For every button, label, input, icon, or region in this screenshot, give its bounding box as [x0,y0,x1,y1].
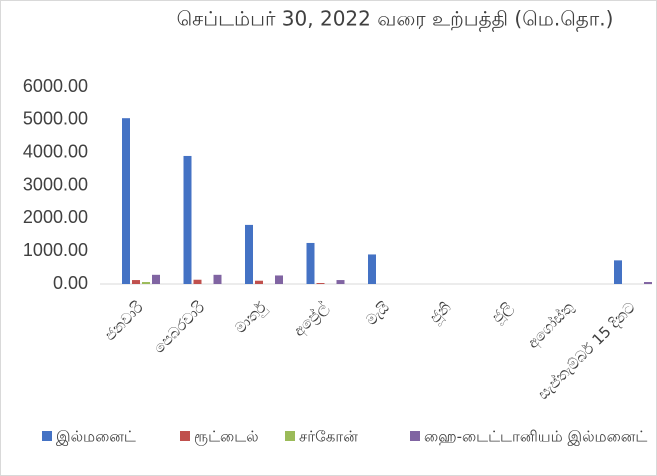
legend-swatch [180,431,190,441]
bar [132,280,140,284]
bar [306,242,315,284]
bar [193,279,202,284]
y-tick-label: 2000.00 [23,207,88,227]
bar [183,155,192,284]
bar [122,118,130,284]
bar [316,283,325,284]
y-tick-label: 1000.00 [23,240,88,260]
y-tick-label: 6000.00 [23,76,88,96]
chart-title: செப்டம்பர் 30, 2022 வரை உற்பத்தி (மெ.தொ.… [177,7,614,32]
bar [368,254,376,284]
legend-label: சர்கோன் [299,428,358,446]
bar [644,282,652,284]
y-tick-label: 3000.00 [23,174,88,194]
legend-swatch [410,431,420,441]
legend-swatch [285,431,295,441]
bar [142,282,150,284]
bar [245,224,253,284]
y-tick-label: 5000.00 [23,109,88,129]
bar [614,260,622,284]
legend-swatch [42,431,52,441]
y-tick-label: 4000.00 [23,141,88,161]
bar [152,274,160,284]
bar [255,280,263,284]
legend-label: இல்மனைட் [56,428,136,446]
legend-label: ரூட்டைல் [194,428,259,446]
legend-label: ஹை-டைட்டானியம் இல்மனைட் [424,428,647,446]
bar [213,274,222,284]
bar [275,275,283,284]
bar [336,280,345,284]
y-tick-label: 0.00 [53,273,88,293]
